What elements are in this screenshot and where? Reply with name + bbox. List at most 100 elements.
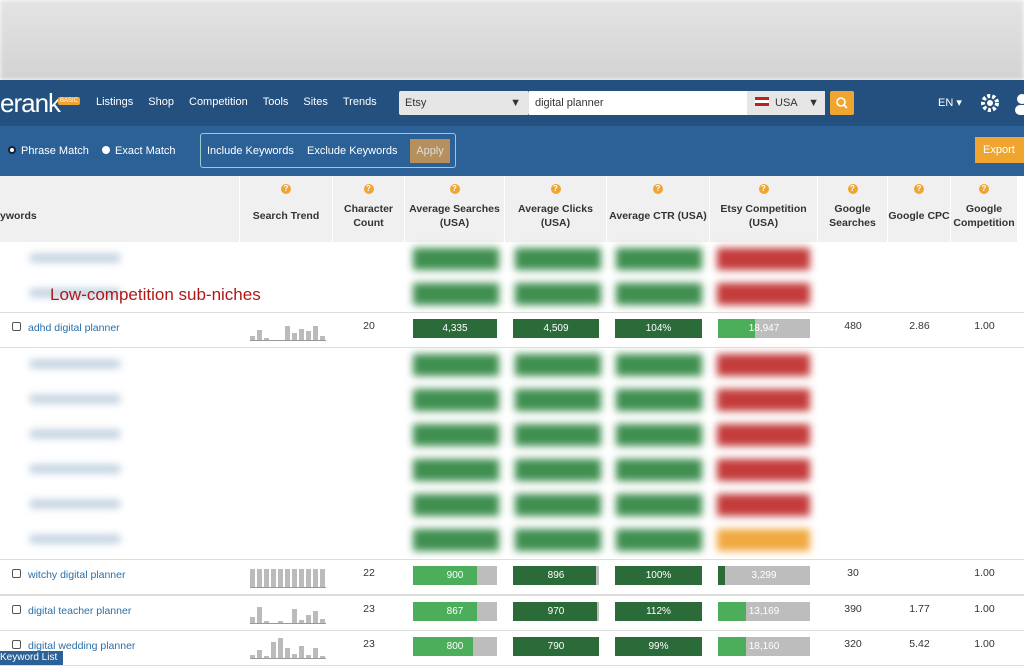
- blur-block: [616, 389, 702, 411]
- checkbox[interactable]: [12, 640, 21, 649]
- blur-block: [616, 283, 702, 305]
- metric-bar: 900: [413, 566, 497, 585]
- search-input[interactable]: digital planner: [529, 91, 747, 115]
- cell-text: 5.42: [909, 638, 930, 650]
- search-trend: [250, 566, 326, 588]
- blur-block: [413, 529, 499, 551]
- icons[interactable]: [980, 92, 1024, 116]
- blurred-row: [0, 383, 1024, 418]
- header-text[interactable]: Average Clicks (USA): [518, 203, 593, 229]
- blur-block: [616, 494, 702, 516]
- cell-text: 23: [363, 638, 375, 650]
- blur-text: [30, 535, 120, 543]
- apply-button[interactable]: Apply: [410, 139, 450, 163]
- blur-text: [30, 500, 120, 508]
- nav-bar: erank BASIC Listings Shop Competition Tools…: [0, 80, 1024, 126]
- keyword-list-tab[interactable]: Keyword List: [0, 651, 64, 665]
- header-text[interactable]: Character Count: [343, 203, 394, 229]
- checkbox[interactable]: [12, 605, 21, 614]
- column-header: Google Searches?: [818, 176, 888, 242]
- help-icon[interactable]: ?: [281, 184, 291, 194]
- keyword-link[interactable]: adhd digital planner: [28, 322, 120, 334]
- help-icon[interactable]: ?: [847, 184, 858, 194]
- header-text[interactable]: Google Competition: [953, 203, 1015, 229]
- header-text[interactable]: Google Searches: [829, 203, 876, 229]
- metric-bar: 13,169: [718, 602, 810, 621]
- blur-block: [616, 424, 702, 446]
- annotation: Low-competition sub-niches: [50, 285, 261, 304]
- help-icon[interactable]: ?: [914, 184, 924, 194]
- header-text[interactable]: Etsy Competition (USA): [720, 203, 807, 229]
- column-header: Character Count?: [333, 176, 405, 242]
- language-text: EN: [938, 97, 954, 109]
- header-text[interactable]: ywords: [0, 210, 37, 222]
- checkbox[interactable]: [12, 322, 21, 331]
- exclude[interactable]: Exclude Keywords: [307, 145, 398, 157]
- help-icon[interactable]: ?: [979, 184, 989, 194]
- nav-link[interactable]: Shop: [148, 96, 174, 108]
- nav-link[interactable]: Tools: [262, 96, 289, 108]
- blur-block: [616, 248, 702, 270]
- keyword-link[interactable]: witchy digital planner: [28, 569, 126, 581]
- phrase-match[interactable]: Phrase Match: [8, 145, 89, 157]
- keyword-link[interactable]: digital wedding planner: [28, 640, 136, 652]
- metric-bar: 3,299: [718, 566, 810, 585]
- nav-link[interactable]: Competition: [189, 96, 248, 108]
- blur-block: [413, 494, 499, 516]
- blur-block: [515, 424, 601, 446]
- blur-block: [515, 283, 601, 305]
- blur-block: [717, 529, 810, 551]
- country-select[interactable]: USA ▼: [747, 91, 825, 115]
- keyword-link[interactable]: digital teacher planner: [28, 605, 132, 617]
- blurred-row: [0, 488, 1024, 523]
- search-trend: [250, 319, 326, 341]
- nav-link[interactable]: Sites: [303, 96, 328, 108]
- metric-bar: 99%: [615, 637, 702, 656]
- header-text[interactable]: Google CPC: [888, 210, 950, 222]
- help-icon[interactable]: ?: [758, 184, 769, 194]
- blur-block: [717, 248, 810, 270]
- blur-block: [515, 459, 601, 481]
- cell-text: 1.00: [974, 638, 995, 650]
- metric-value: 896: [547, 570, 565, 581]
- blur-block: [616, 529, 702, 551]
- blur-block: [413, 424, 499, 446]
- column-header: Average CTR (USA)?: [607, 176, 710, 242]
- help-icon[interactable]: ?: [550, 184, 561, 194]
- header-text[interactable]: Average CTR (USA): [609, 210, 707, 222]
- column-header: Google Competition?: [951, 176, 1018, 242]
- help-icon[interactable]: ?: [653, 184, 663, 194]
- cell-text: 1.00: [974, 320, 995, 332]
- header-text[interactable]: Average Searches (USA): [409, 203, 500, 229]
- language[interactable]: EN ▾: [938, 97, 962, 109]
- search-button[interactable]: [830, 91, 854, 115]
- exact-match[interactable]: Exact Match: [102, 145, 176, 157]
- nav-link[interactable]: Trends: [342, 96, 377, 108]
- blur-block: [717, 424, 810, 446]
- blurred-row: [0, 523, 1024, 558]
- include[interactable]: Include Keywords: [207, 145, 294, 157]
- blurred-row: [0, 453, 1024, 488]
- filter-bar: Phrase Match Exact Match Include Keyword…: [0, 126, 1024, 176]
- help-icon[interactable]: ?: [363, 184, 374, 194]
- blur-block: [717, 494, 810, 516]
- platform: Etsy: [405, 97, 427, 109]
- blur-text: [30, 254, 120, 262]
- metric-bar: 112%: [615, 602, 702, 621]
- platform-select[interactable]: Etsy ▼: [399, 91, 529, 115]
- keyword-filters: Include Keywords Exclude Keywords Apply: [200, 133, 456, 168]
- header-text[interactable]: Search Trend: [252, 210, 320, 222]
- cell-text: 480: [844, 320, 862, 332]
- nav-link[interactable]: Listings: [96, 96, 134, 108]
- help-icon[interactable]: ?: [449, 184, 460, 194]
- metric-value: 13,169: [748, 606, 780, 617]
- blur-block: [413, 354, 499, 376]
- blur-block: [616, 459, 702, 481]
- metric-value: 18,947: [748, 323, 780, 334]
- checkbox[interactable]: [12, 569, 21, 578]
- blur-block: [616, 354, 702, 376]
- export-button[interactable]: Export: [975, 137, 1024, 163]
- search-trend: [250, 602, 326, 624]
- blur-block: [515, 354, 601, 376]
- metric-bar: 4,509: [513, 319, 599, 338]
